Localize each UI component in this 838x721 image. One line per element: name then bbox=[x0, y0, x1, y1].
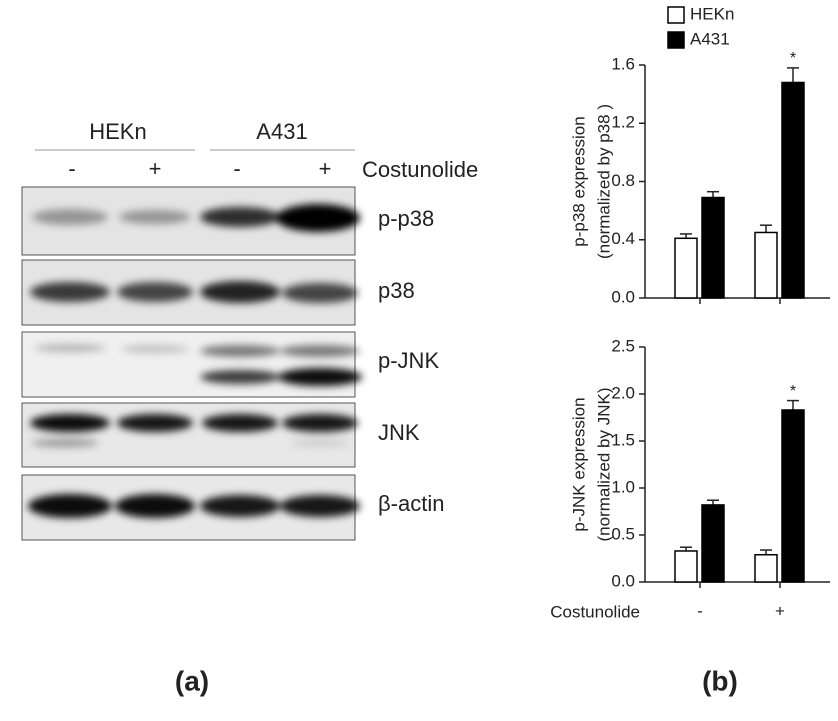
band-label: β-actin bbox=[378, 491, 444, 516]
y-tick-label: 0.0 bbox=[611, 571, 635, 590]
panel-label: (b) bbox=[702, 665, 738, 696]
panel-label: (a) bbox=[175, 665, 209, 696]
bar bbox=[754, 231, 778, 299]
y-tick-label: 1.2 bbox=[611, 113, 635, 132]
band-label: p-p38 bbox=[378, 206, 434, 231]
y-tick-label: 2.0 bbox=[611, 383, 635, 402]
bar bbox=[754, 553, 778, 583]
bar bbox=[674, 550, 698, 583]
legend-swatch bbox=[667, 6, 685, 24]
bar bbox=[781, 409, 805, 583]
y-tick-label: 0.4 bbox=[611, 229, 635, 248]
blot bbox=[21, 186, 360, 256]
y-tick-label: 1.0 bbox=[611, 477, 635, 496]
bar bbox=[701, 504, 725, 583]
blot bbox=[21, 331, 362, 398]
annotation: * bbox=[790, 383, 796, 400]
y-axis-label: p-JNK expression bbox=[569, 397, 588, 531]
sign: + bbox=[149, 156, 162, 181]
y-tick-label: 1.6 bbox=[611, 54, 635, 73]
legend-label: A431 bbox=[690, 29, 730, 48]
sign: - bbox=[68, 156, 75, 181]
annotation: * bbox=[790, 50, 796, 67]
blot bbox=[21, 259, 358, 326]
legend-swatch bbox=[667, 31, 685, 49]
bar bbox=[781, 81, 805, 299]
band-label: p-JNK bbox=[378, 348, 439, 373]
y-tick-label: 2.5 bbox=[611, 336, 635, 355]
group-label: HEKn bbox=[89, 119, 146, 144]
band-label: JNK bbox=[378, 420, 420, 445]
y-tick-label: 1.5 bbox=[611, 430, 635, 449]
blots bbox=[21, 186, 362, 541]
band-label: p38 bbox=[378, 278, 415, 303]
y-tick-label: 0.8 bbox=[611, 171, 635, 190]
legend-label: HEKn bbox=[690, 4, 734, 23]
sign: + bbox=[319, 156, 332, 181]
y-tick-label: 0.5 bbox=[611, 524, 635, 543]
group-label: A431 bbox=[256, 119, 307, 144]
sign: - bbox=[233, 156, 240, 181]
y-axis-label: p-p38 expression bbox=[569, 116, 588, 246]
x-tick-label: + bbox=[775, 601, 785, 620]
x-axis-label: Costunolide bbox=[550, 602, 640, 621]
treatment-label: Costunolide bbox=[362, 157, 478, 182]
y-axis-label: (normalized by p38 ) bbox=[594, 104, 613, 259]
x-tick-label: - bbox=[697, 601, 703, 620]
y-tick-label: 0.0 bbox=[611, 287, 635, 306]
y-axis-label: (normalized by JNK) bbox=[594, 388, 613, 542]
bar bbox=[674, 237, 698, 299]
blot bbox=[21, 402, 358, 468]
blot bbox=[21, 474, 360, 541]
bar bbox=[701, 196, 725, 299]
